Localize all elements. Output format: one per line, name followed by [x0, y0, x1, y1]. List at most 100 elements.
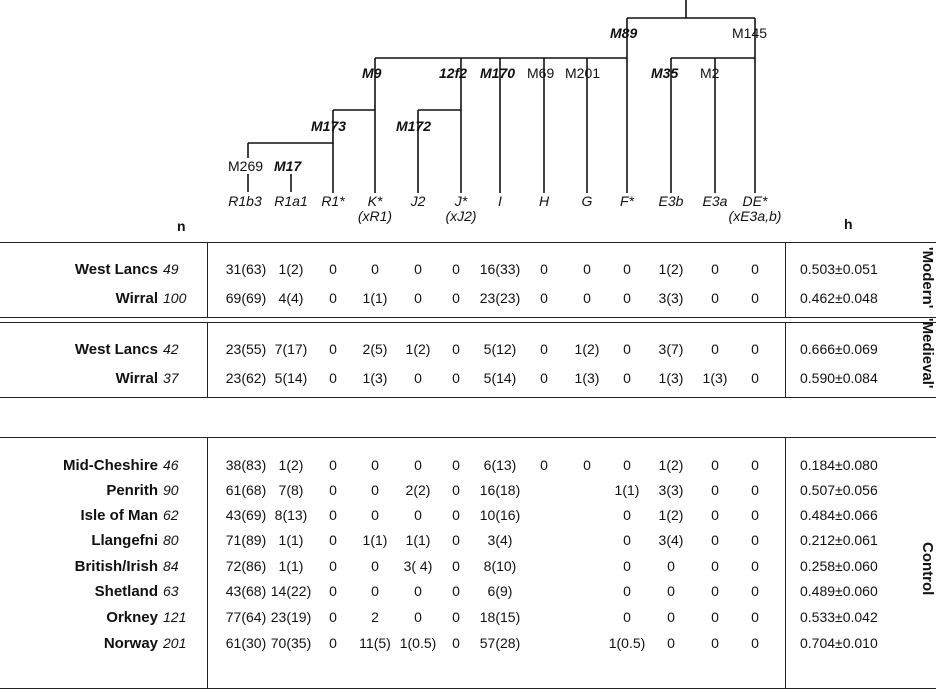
haplogroup-count-cell: 0: [751, 635, 759, 651]
haplogroup-count-cell: 0: [329, 370, 337, 386]
table-row: Orkney 121 77(64) 23(19) 0 2 0 0 18(15) 0 0 0 0 0.533…: [0, 604, 936, 631]
haplogroup-count-cell: 7(8): [278, 482, 304, 498]
haplogroup-count-cell: 1(1): [614, 482, 640, 498]
haplogroup-count-cell: 0: [329, 261, 337, 277]
haplogroup-count-cell: 8(13): [274, 507, 308, 523]
haplogroup-count-cell: 1(3): [362, 370, 388, 386]
haplogroup-count-cell: 38(83): [225, 457, 267, 473]
haplogroup-count-cell: 0: [452, 261, 460, 277]
haplogroup-count-cell: 1(3): [658, 370, 684, 386]
snp-m145: M145: [732, 25, 768, 41]
haplogroup-count-cell: 0: [452, 457, 460, 473]
haplogroup-count-cell: 0: [329, 341, 337, 357]
haplogroup-count-cell: 0: [371, 457, 379, 473]
haplogroup-count-cell: 0: [329, 457, 337, 473]
haplogroup-count-cell: 1(1): [362, 532, 388, 548]
population-name: Llangefni: [91, 532, 158, 549]
haplogroup-count-cell: 43(69): [225, 507, 267, 523]
haplogroup-count-cell: 0: [583, 261, 591, 277]
sample-size: 42: [163, 341, 179, 357]
haplogroup-label: J* (xJ2): [421, 194, 501, 224]
haplogroup-count-cell: 0: [711, 482, 719, 498]
haplogroup-count-cell: 3(7): [658, 341, 684, 357]
haplogroup-name: DE*: [742, 193, 768, 209]
haplogroup-count-cell: 61(30): [225, 635, 267, 651]
haplogroup-count-cell: 4(4): [278, 290, 304, 306]
haplogroup-count-cell: 0: [452, 583, 460, 599]
haplogroup-count-cell: 16(18): [479, 482, 521, 498]
haplogroup-count-cell: 0: [623, 457, 631, 473]
haplogroup-count-cell: 0: [711, 457, 719, 473]
haplogroup-count-cell: 2(2): [405, 482, 431, 498]
snp-m2: M2: [700, 65, 720, 81]
sample-size: 90: [163, 482, 179, 498]
haplogroup-count-cell: 10(16): [479, 507, 521, 523]
diversity-value: 0.489±0.060: [800, 583, 878, 599]
haplogroup-count-cell: 2: [371, 609, 379, 625]
population-name: Shetland: [94, 583, 158, 600]
haplogroup-count-cell: 0: [711, 261, 719, 277]
haplogroup-count-cell: 0: [751, 558, 759, 574]
haplogroup-count-cell: 0: [452, 290, 460, 306]
haplogroup-count-cell: 0: [540, 341, 548, 357]
group-box-medieval: [0, 322, 936, 398]
haplogroup-count-cell: 69(69): [225, 290, 267, 306]
snp-m201: M201: [565, 65, 601, 81]
header-h: h: [844, 216, 853, 232]
haplogroup-count-cell: 5(14): [483, 370, 517, 386]
haplogroup-qualifier: (xJ2): [445, 208, 477, 224]
haplogroup-count-cell: 0: [329, 482, 337, 498]
haplogroup-count-cell: 1(2): [658, 457, 684, 473]
population-name: Norway: [103, 635, 158, 652]
haplogroup-label: R1a1: [251, 194, 331, 209]
haplogroup-count-cell: 18(15): [479, 609, 521, 625]
haplogroup-count-cell: 1(3): [574, 370, 600, 386]
diversity-value: 0.666±0.069: [800, 341, 878, 357]
haplogroup-count-cell: 0: [751, 370, 759, 386]
haplogroup-count-cell: 0: [329, 635, 337, 651]
haplogroup-count-cell: 0: [414, 370, 422, 386]
diversity-value: 0.184±0.080: [800, 457, 878, 473]
haplogroup-count-cell: 0: [414, 290, 422, 306]
haplogroup-count-cell: 1(1): [362, 290, 388, 306]
haplogroup-count-cell: 0: [751, 507, 759, 523]
sample-size: 84: [163, 558, 179, 574]
haplogroup-qualifier: (xE3a,b): [728, 208, 782, 224]
haplogroup-count-cell: 0: [711, 583, 719, 599]
haplogroup-count-cell: 3(4): [658, 532, 684, 548]
table-row: Penrith 90 61(68) 7(8) 0 0 2(2) 0 16(18) 1(1) 3(3)…: [0, 477, 936, 504]
sample-size: 62: [163, 507, 179, 523]
sample-size: 100: [163, 290, 187, 306]
diversity-value: 0.503±0.051: [800, 261, 878, 277]
haplogroup-count-cell: 0: [329, 290, 337, 306]
haplogroup-label: G: [547, 194, 627, 209]
snp-m89: M89: [610, 25, 638, 41]
haplogroup-count-cell: 1(2): [658, 261, 684, 277]
population-name: West Lancs: [74, 341, 158, 358]
population-name: Wirral: [115, 370, 158, 387]
haplogroup-count-cell: 8(10): [483, 558, 517, 574]
haplogroup-count-cell: 2(5): [362, 341, 388, 357]
haplogroup-count-cell: 1(1): [278, 532, 304, 548]
haplogroup-count-cell: 0: [329, 507, 337, 523]
table-row: Isle of Man 62 43(69) 8(13) 0 0 0 0 10(16) 0 1(2) 0…: [0, 502, 936, 529]
population-name: West Lancs: [74, 261, 158, 278]
snp-m35: M35: [651, 65, 679, 81]
haplogroup-name: E3b: [658, 193, 684, 209]
haplogroup-count-cell: 7(17): [274, 341, 308, 357]
haplogroup-count-cell: 3(4): [487, 532, 513, 548]
haplogroup-count-cell: 0: [623, 341, 631, 357]
table-row: Wirral 37 23(62) 5(14) 0 1(3) 0 0 5(14) 0 1(3) 0 1(3…: [0, 365, 936, 392]
haplogroup-count-cell: 23(19): [270, 609, 312, 625]
haplogroup-count-cell: 1(0.5): [399, 635, 437, 651]
haplogroup-name: G: [581, 193, 593, 209]
sample-size: 121: [163, 609, 187, 625]
haplogroup-label: R1*: [293, 194, 373, 209]
haplogroup-count-cell: 0: [751, 290, 759, 306]
haplogroup-count-cell: 0: [452, 370, 460, 386]
population-name: Isle of Man: [80, 507, 158, 524]
haplogroup-count-cell: 1(2): [278, 261, 304, 277]
haplogroup-label: H: [504, 194, 584, 209]
haplogroup-count-cell: 0: [414, 507, 422, 523]
haplogroup-count-cell: 0: [414, 583, 422, 599]
